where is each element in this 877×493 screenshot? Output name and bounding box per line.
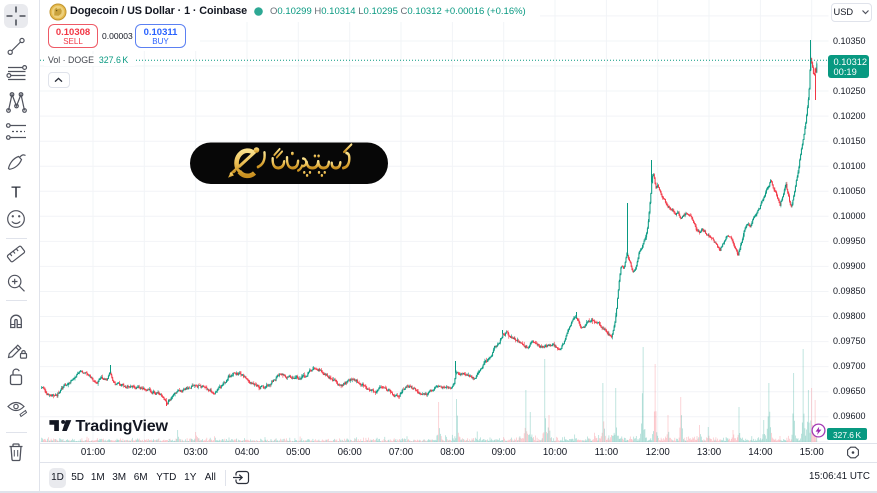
svg-text:T: T (11, 185, 21, 202)
svg-text:TradingView: TradingView (76, 417, 169, 435)
